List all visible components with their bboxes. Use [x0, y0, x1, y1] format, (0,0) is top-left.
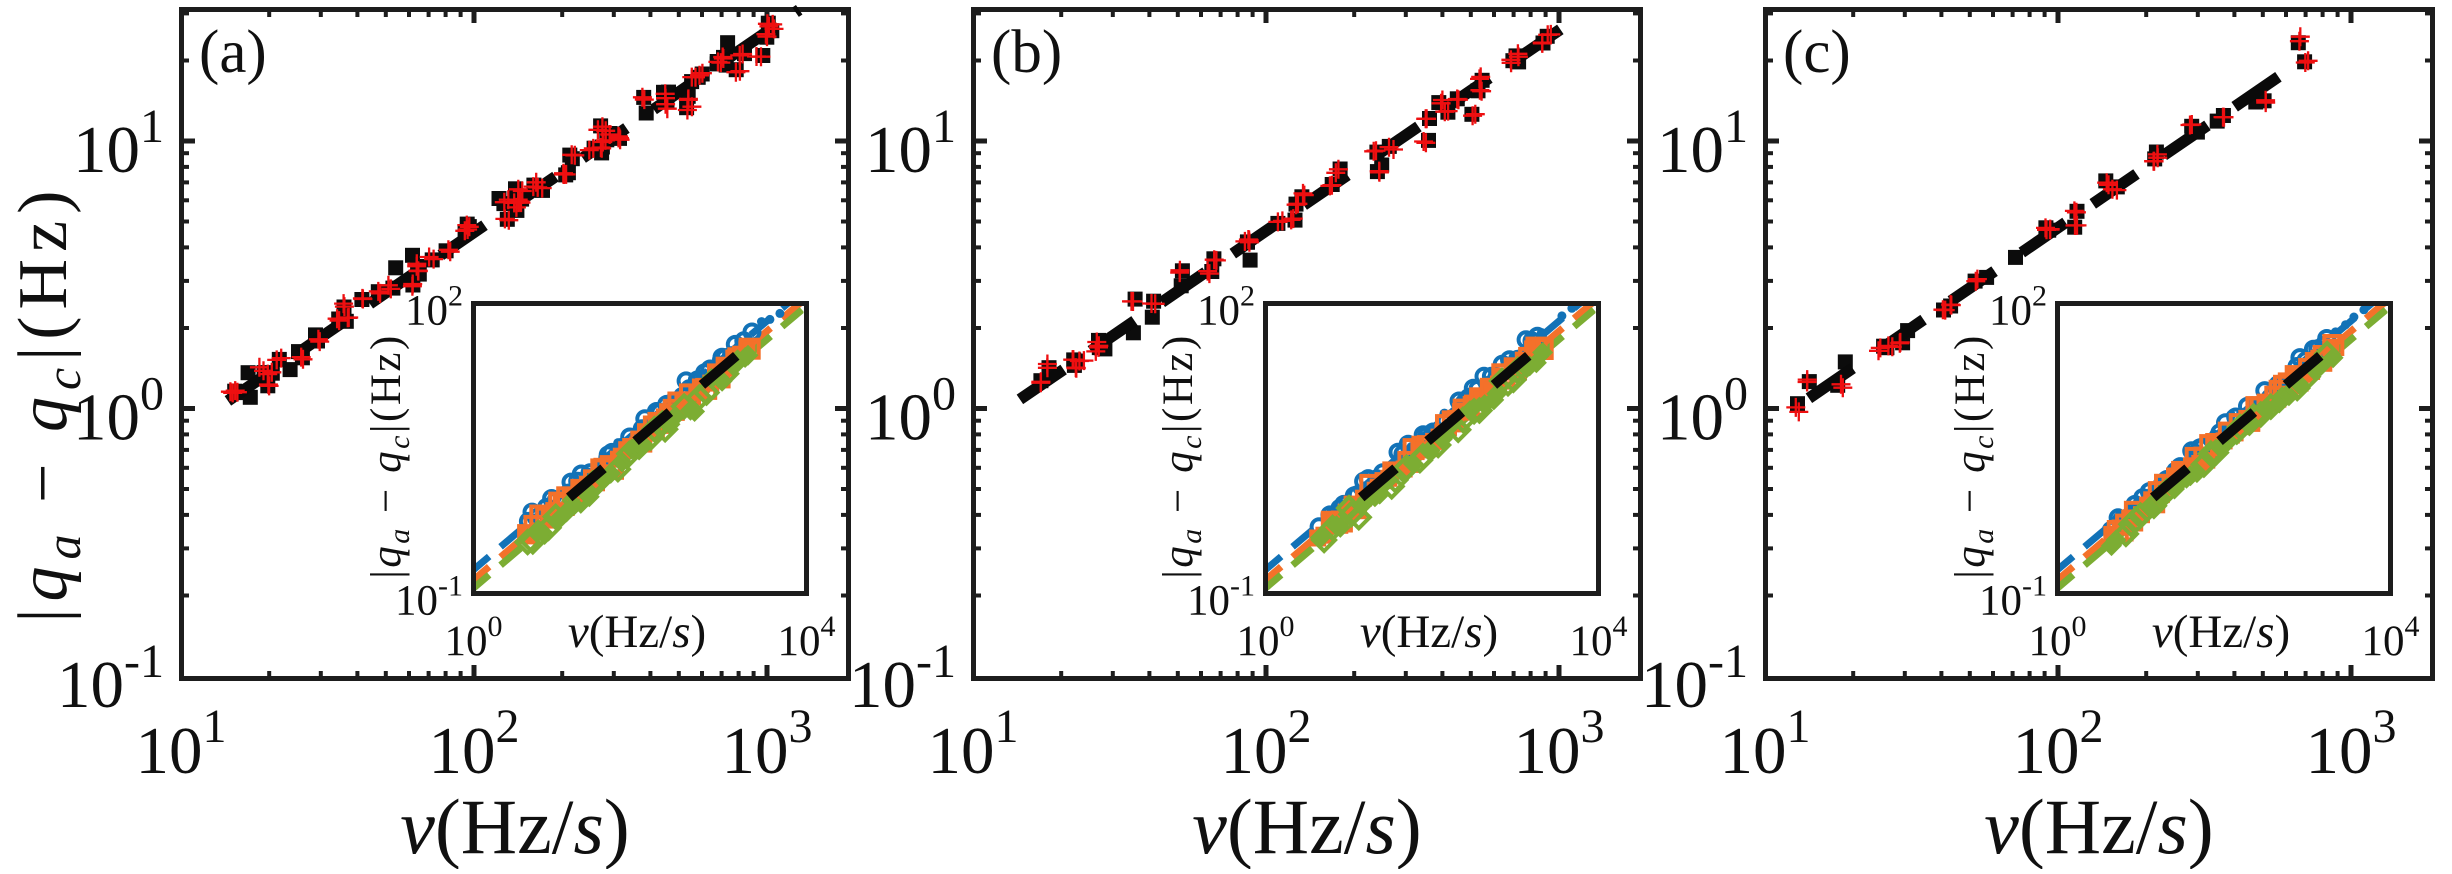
svg-text:(c): (c): [1783, 19, 1851, 86]
svg-text:v(Hz/s): v(Hz/s): [568, 606, 706, 658]
svg-text:(a): (a): [199, 19, 267, 86]
svg-text:|qa − qc|(Hz): |qa − qc|(Hz): [363, 333, 416, 579]
svg-text:v(Hz/s): v(Hz/s): [1360, 606, 1498, 658]
svg-text:(b): (b): [991, 19, 1062, 86]
svg-text:10-1: 10-1: [849, 635, 956, 722]
svg-text:100: 100: [1657, 368, 1748, 455]
svg-text:104: 104: [2362, 610, 2420, 665]
svg-text:|qa − qc|(Hz): |qa − qc|(Hz): [5, 184, 91, 623]
svg-text:102: 102: [2013, 700, 2104, 788]
svg-text:v(Hz/s): v(Hz/s): [2152, 606, 2290, 658]
svg-text:v(Hz/s): v(Hz/s): [1984, 783, 2214, 869]
svg-text:v(Hz/s): v(Hz/s): [1192, 783, 1422, 869]
svg-text:v(Hz/s): v(Hz/s): [400, 783, 630, 869]
